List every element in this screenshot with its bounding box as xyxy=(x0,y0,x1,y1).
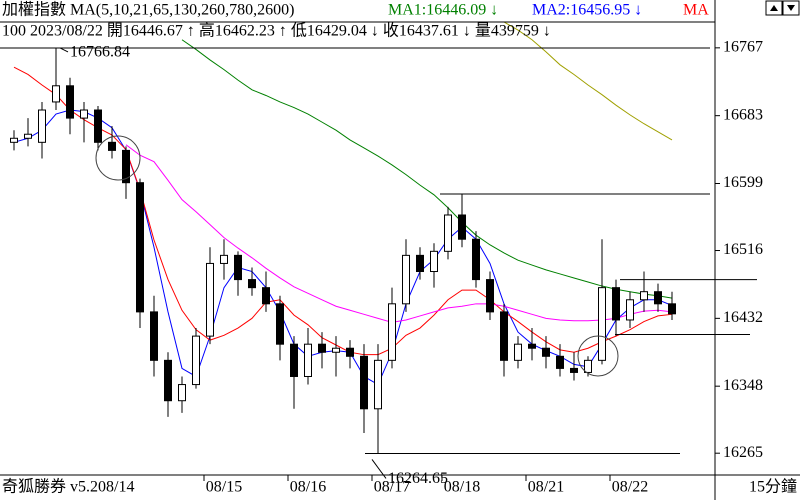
ma-line xyxy=(125,144,673,323)
header-title: 加權指數 MA(5,10,21,65,130,260,780,2600) xyxy=(2,1,294,19)
candle-body xyxy=(346,347,354,357)
candle-body xyxy=(360,355,368,410)
y-tick-label: 16683 xyxy=(723,106,763,123)
x-tick-label: 08/18 xyxy=(444,479,480,496)
plot-area xyxy=(10,22,676,454)
ma-line xyxy=(13,66,673,356)
candle-body xyxy=(626,299,634,321)
up-arrow xyxy=(770,5,778,11)
candle-body xyxy=(528,343,536,349)
candle-body xyxy=(500,311,508,361)
candle-body xyxy=(290,343,298,377)
candle-body xyxy=(164,359,172,402)
candle-body xyxy=(136,182,144,313)
annotation-leader xyxy=(371,459,387,479)
ma-line xyxy=(503,22,673,141)
candle-body xyxy=(458,214,466,240)
candle-body xyxy=(66,85,74,119)
annotation-label: 16264.65 xyxy=(388,470,448,487)
down-arrow xyxy=(787,5,795,11)
header-ma2: MA2:16456.95 ↓ xyxy=(532,2,642,19)
candle-body xyxy=(38,109,46,143)
candle-body xyxy=(248,279,256,289)
candle-body xyxy=(388,303,396,361)
candle-body xyxy=(654,291,662,305)
candle-body xyxy=(570,367,578,373)
x-tick-label: 08/21 xyxy=(528,479,564,496)
candle-body xyxy=(472,238,480,281)
footer-period: 15分鐘 xyxy=(749,478,797,496)
scroll-buttons[interactable] xyxy=(765,0,800,16)
highlight-circle xyxy=(95,135,141,181)
candle-body xyxy=(192,335,200,386)
candle-body xyxy=(10,137,18,143)
ma-line xyxy=(181,39,673,299)
candle-body xyxy=(52,85,60,103)
footer-app: 奇狐勝券 v5.208/14 xyxy=(2,478,134,496)
candle-body xyxy=(542,347,550,357)
y-tick-label: 16265 xyxy=(723,444,763,461)
candle-body xyxy=(486,279,494,313)
y-tick-label: 16599 xyxy=(723,174,763,191)
candle-body xyxy=(108,141,116,151)
x-tick-label: 08/16 xyxy=(290,479,326,496)
header-info: 100 2023/08/22 開16446.67 ↑ 高16462.23 ↑ 低… xyxy=(2,22,551,40)
candle-body xyxy=(94,109,102,143)
candle-body xyxy=(122,149,130,184)
ma-line xyxy=(13,109,673,386)
y-tick-label: 16767 xyxy=(723,39,763,56)
annotation-leader xyxy=(59,47,69,53)
candle-body xyxy=(584,359,592,373)
candle-body xyxy=(304,343,312,377)
y-tick-label: 16516 xyxy=(723,241,763,258)
highlight-circle xyxy=(577,335,619,377)
y-tick-label: 16432 xyxy=(723,309,763,326)
candle-body xyxy=(80,109,88,119)
candle-body xyxy=(612,287,620,321)
candle-body xyxy=(598,287,606,361)
candle-body xyxy=(24,133,32,139)
annotation-label: 16766.84 xyxy=(70,44,130,61)
candle-body xyxy=(514,343,522,361)
candle-body xyxy=(178,384,186,402)
candle-body xyxy=(556,355,564,369)
candle-body xyxy=(234,254,242,281)
candle-body xyxy=(430,250,438,273)
candle-body xyxy=(206,262,214,337)
candle-body xyxy=(262,287,270,305)
y-tick-label: 16348 xyxy=(723,377,763,394)
candle-body xyxy=(640,291,648,301)
candle-body xyxy=(444,214,452,252)
candle-body xyxy=(150,311,158,361)
x-tick-label: 08/17 xyxy=(374,479,410,496)
x-tick-label: 08/15 xyxy=(206,479,242,496)
x-tick-label: 08/22 xyxy=(612,479,648,496)
candle-body xyxy=(332,347,340,353)
candle-body xyxy=(402,254,410,305)
header-ma1: MA1:16446.09 ↓ xyxy=(388,2,498,19)
candle-body xyxy=(374,359,382,410)
candle-body xyxy=(276,303,284,345)
candle-body xyxy=(318,343,326,353)
candle-body xyxy=(668,303,676,315)
header-ma3: MA xyxy=(683,2,709,19)
candle-body xyxy=(416,254,424,273)
candle-body xyxy=(220,254,228,264)
